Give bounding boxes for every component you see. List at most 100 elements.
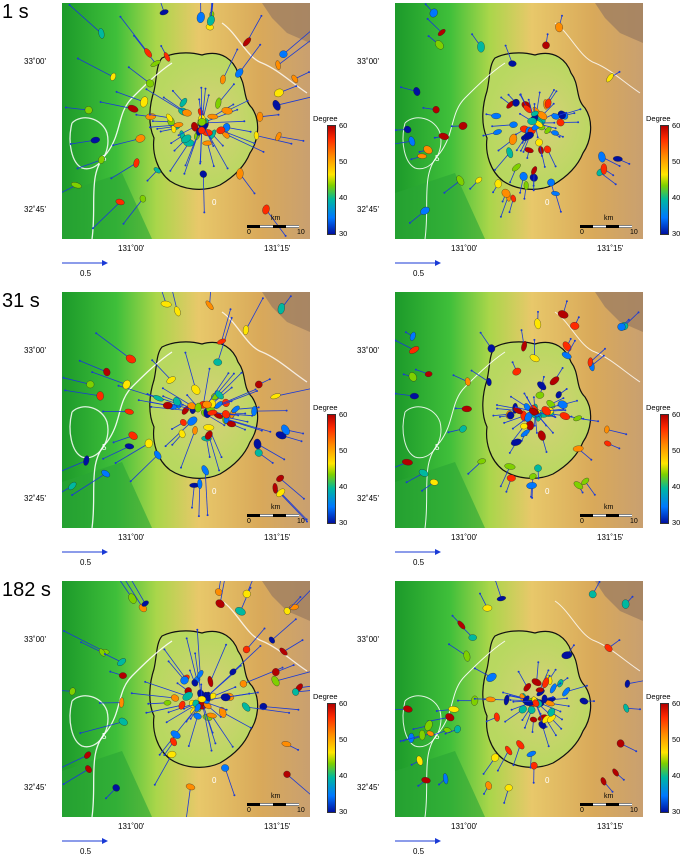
reference-vector-arrow	[395, 837, 441, 845]
reference-vector-arrow	[62, 259, 108, 267]
scale-bar-unit: km	[604, 504, 613, 511]
lat-label-32-45: 32˚45'	[357, 205, 379, 214]
colorbar-title: Degree	[313, 114, 338, 123]
colorbar-tick: 30	[339, 229, 347, 238]
colorbar-tick: 40	[672, 482, 680, 491]
colorbar-title: Degree	[313, 403, 338, 412]
contour-label-0: 0	[212, 487, 217, 496]
lon-label-131-15: 131˚15'	[264, 822, 290, 831]
reference-vector-arrow	[62, 548, 108, 556]
colorbar	[660, 125, 669, 235]
colorbar-tick: 50	[672, 446, 680, 455]
colorbar-tick: 30	[672, 807, 680, 816]
scale-bar-max: 10	[630, 229, 638, 236]
scale-bar-min: 0	[580, 518, 584, 525]
reference-vector-arrow	[62, 837, 108, 845]
scale-bar-max: 10	[630, 807, 638, 814]
colorbar-tick: 30	[672, 229, 680, 238]
lon-label-131-15: 131˚15'	[264, 244, 290, 253]
colorbar-tick: 50	[339, 446, 347, 455]
colorbar-tick: 50	[672, 157, 680, 166]
reference-vector-label: 0.5	[413, 847, 424, 856]
lat-label-32-45: 32˚45'	[24, 783, 46, 792]
scale-bar-unit: km	[271, 793, 280, 800]
scale-bar-unit: km	[604, 793, 613, 800]
time-label-row2: 31 s	[2, 291, 40, 311]
lat-label-32-45: 32˚45'	[24, 494, 46, 503]
scale-bar-min: 0	[247, 807, 251, 814]
colorbar-tick: 50	[339, 157, 347, 166]
colorbar-tick: 50	[339, 735, 347, 744]
reference-vector-label: 0.5	[413, 558, 424, 567]
lon-label-131-15: 131˚15'	[597, 822, 623, 831]
lon-label-131-15: 131˚15'	[597, 244, 623, 253]
scale-bar-max: 10	[630, 518, 638, 525]
map-panel-r1c1: 50	[62, 3, 310, 239]
contour-label-0: 0	[545, 776, 550, 785]
colorbar-title: Degree	[313, 692, 338, 701]
lat-label-33-00: 33˚00'	[24, 346, 46, 355]
scale-bar-min: 0	[580, 807, 584, 814]
colorbar-tick: 60	[339, 410, 347, 419]
time-label-row1: 1 s	[2, 2, 29, 22]
lat-label-33-00: 33˚00'	[24, 635, 46, 644]
lat-label-33-00: 33˚00'	[24, 57, 46, 66]
lon-label-131-00: 131˚00'	[118, 244, 144, 253]
lon-label-131-00: 131˚00'	[118, 533, 144, 542]
contour-label-5: 5	[102, 443, 107, 452]
lat-label-33-00: 33˚00'	[357, 635, 379, 644]
scale-bar-min: 0	[247, 229, 251, 236]
colorbar-tick: 30	[339, 518, 347, 527]
colorbar-tick: 60	[672, 121, 680, 130]
colorbar	[327, 414, 336, 524]
lat-label-32-45: 32˚45'	[357, 783, 379, 792]
colorbar-tick: 60	[672, 410, 680, 419]
reference-vector-arrow	[395, 259, 441, 267]
scale-bar-unit: km	[604, 215, 613, 222]
colorbar-tick: 40	[672, 771, 680, 780]
lon-label-131-00: 131˚00'	[118, 822, 144, 831]
colorbar-tick: 60	[339, 121, 347, 130]
scale-bar-unit: km	[271, 215, 280, 222]
scale-bar-unit: km	[271, 504, 280, 511]
colorbar	[327, 125, 336, 235]
lat-label-32-45: 32˚45'	[24, 205, 46, 214]
colorbar-title: Degree	[646, 403, 671, 412]
reference-vector-label: 0.5	[413, 269, 424, 278]
scale-bar-max: 10	[297, 807, 305, 814]
scale-bar-max: 10	[297, 229, 305, 236]
contour-label-5: 5	[435, 154, 440, 163]
colorbar-tick: 60	[672, 699, 680, 708]
colorbar-tick: 30	[339, 807, 347, 816]
lat-label-33-00: 33˚00'	[357, 346, 379, 355]
lon-label-131-15: 131˚15'	[597, 533, 623, 542]
colorbar-tick: 60	[339, 699, 347, 708]
contour-label-5: 5	[435, 443, 440, 452]
time-label-row3: 182 s	[2, 580, 51, 600]
scale-bar-min: 0	[247, 518, 251, 525]
lon-label-131-00: 131˚00'	[451, 822, 477, 831]
colorbar	[660, 703, 669, 813]
lon-label-131-00: 131˚00'	[451, 244, 477, 253]
contour-label-0: 0	[212, 198, 217, 207]
colorbar-tick: 50	[672, 735, 680, 744]
reference-vector-arrow	[395, 548, 441, 556]
contour-label-5: 5	[102, 732, 107, 741]
lon-label-131-00: 131˚00'	[451, 533, 477, 542]
colorbar-tick: 40	[339, 482, 347, 491]
reference-vector-label: 0.5	[80, 847, 91, 856]
colorbar	[327, 703, 336, 813]
colorbar-tick: 40	[339, 771, 347, 780]
scale-bar-min: 0	[580, 229, 584, 236]
contour-label-0: 0	[212, 776, 217, 785]
reference-vector-label: 0.5	[80, 558, 91, 567]
colorbar-tick: 40	[339, 193, 347, 202]
lon-label-131-15: 131˚15'	[264, 533, 290, 542]
lat-label-32-45: 32˚45'	[357, 494, 379, 503]
contour-label-0: 0	[545, 487, 550, 496]
lat-label-33-00: 33˚00'	[357, 57, 379, 66]
